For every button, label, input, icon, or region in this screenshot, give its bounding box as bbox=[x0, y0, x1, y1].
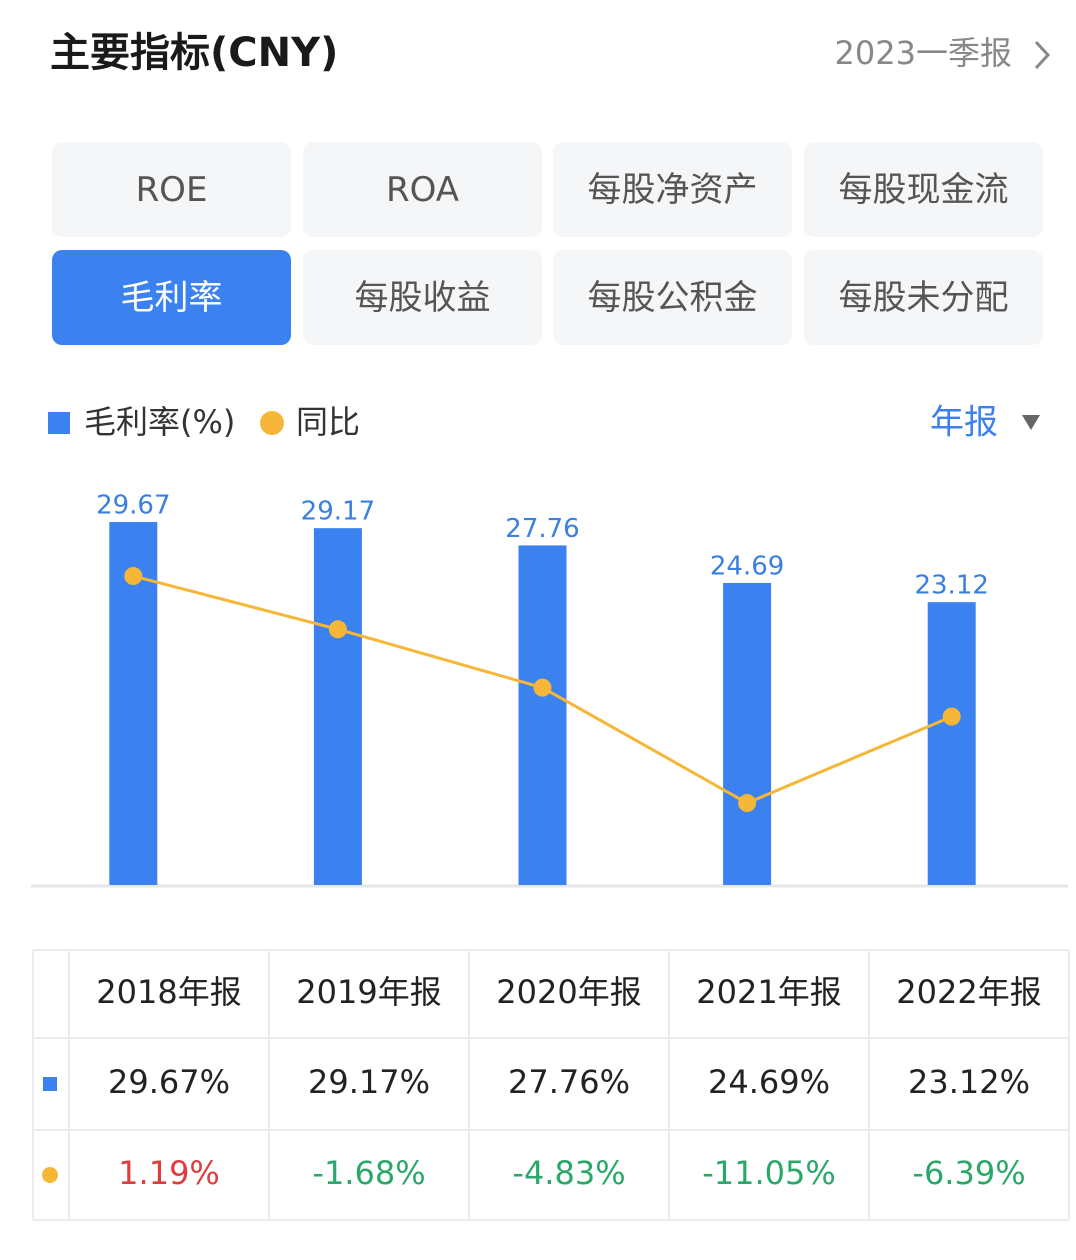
tab-label[interactable]: ROA bbox=[386, 170, 459, 210]
tab-label[interactable]: 每股净资产 bbox=[588, 170, 758, 210]
table-cell: 23.12% bbox=[908, 1063, 1030, 1101]
table-cell: -6.39% bbox=[912, 1154, 1025, 1192]
column-header: 2019年报 bbox=[296, 973, 441, 1011]
point bbox=[942, 707, 961, 726]
table-cell: -1.68% bbox=[312, 1154, 425, 1192]
data-label: 29.17 bbox=[301, 497, 375, 527]
tab-label[interactable]: 毛利率 bbox=[121, 278, 223, 318]
row-icon bbox=[43, 1077, 57, 1091]
table-cell: 27.76% bbox=[508, 1063, 630, 1101]
table-cell: 1.19% bbox=[118, 1154, 220, 1192]
point bbox=[124, 567, 143, 586]
data-label: 29.67 bbox=[96, 491, 170, 521]
table-cell: 29.67% bbox=[108, 1063, 230, 1101]
tab-label[interactable]: 每股未分配 bbox=[839, 278, 1009, 318]
legend-label: 同比 bbox=[296, 403, 360, 441]
column-header: 2020年报 bbox=[496, 973, 641, 1011]
point bbox=[533, 678, 552, 697]
column-header: 2021年报 bbox=[696, 973, 841, 1011]
point bbox=[738, 794, 757, 813]
tab[interactable] bbox=[303, 142, 542, 237]
tab-label[interactable]: 每股现金流 bbox=[839, 170, 1009, 210]
tab[interactable] bbox=[553, 142, 792, 237]
row-icon bbox=[42, 1167, 58, 1183]
column-header: 2022年报 bbox=[896, 973, 1041, 1011]
tab[interactable] bbox=[52, 250, 291, 345]
tab[interactable] bbox=[52, 142, 291, 237]
data-label: 27.76 bbox=[505, 514, 579, 544]
period-selector[interactable]: 年报 bbox=[930, 403, 998, 443]
tab-label[interactable]: 每股公积金 bbox=[588, 278, 758, 318]
legend-label: 毛利率(%) bbox=[84, 403, 235, 441]
bar bbox=[723, 582, 772, 885]
table: 2018年报 29.67% 1.19% 2019年报 29.17% -1.68% 2020年… bbox=[32, 949, 1070, 1221]
point bbox=[328, 620, 347, 639]
tab[interactable] bbox=[804, 142, 1043, 237]
table-cell: -11.05% bbox=[702, 1154, 836, 1192]
tab[interactable] bbox=[303, 250, 542, 345]
table-cell: -4.83% bbox=[512, 1154, 625, 1192]
table-cell: 29.17% bbox=[308, 1063, 430, 1101]
table-cell: 24.69% bbox=[708, 1063, 830, 1101]
bar bbox=[518, 545, 567, 885]
tab-label[interactable]: ROE bbox=[136, 170, 208, 210]
bar bbox=[927, 602, 976, 885]
data-label: 24.69 bbox=[710, 551, 784, 581]
chevron[interactable] bbox=[1034, 40, 1051, 70]
period-link[interactable]: 2023一季报 bbox=[835, 34, 1012, 72]
bar bbox=[313, 528, 362, 885]
legend-swatch bbox=[48, 412, 70, 434]
tab-label[interactable]: 每股收益 bbox=[355, 278, 491, 318]
data-label: 23.12 bbox=[914, 571, 988, 601]
column-header: 2018年报 bbox=[96, 973, 241, 1011]
legend-swatch bbox=[260, 411, 284, 435]
tab[interactable] bbox=[553, 250, 792, 345]
page-title: 主要指标(CNY) bbox=[50, 30, 338, 76]
tab[interactable] bbox=[804, 250, 1043, 345]
dropdown-arrow[interactable] bbox=[1022, 415, 1040, 430]
